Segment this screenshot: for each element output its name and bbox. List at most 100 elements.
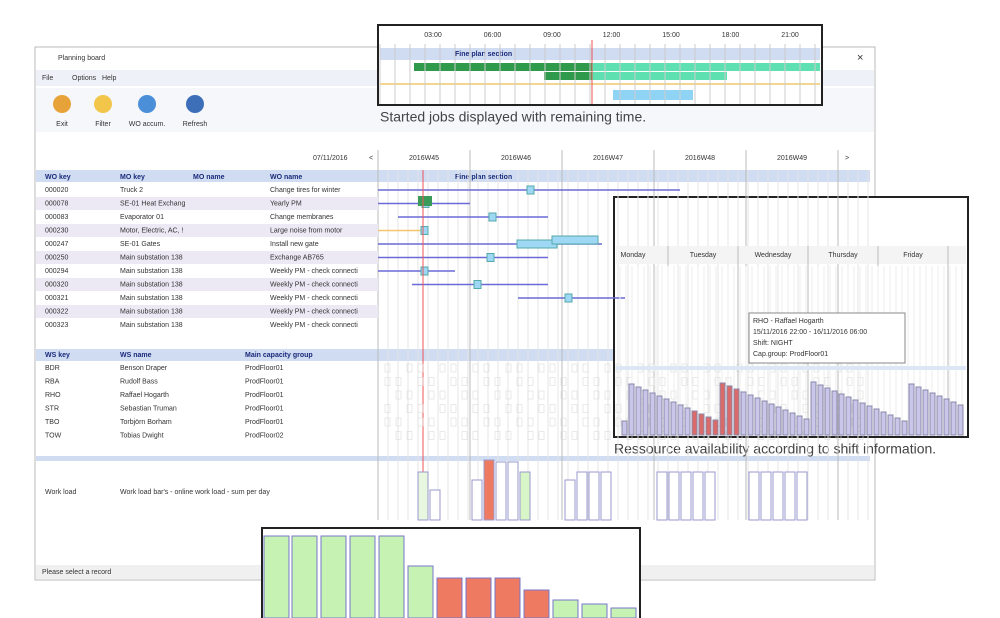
capacity-bar [817,384,824,436]
capacity-bar [670,401,677,436]
cell[interactable]: 000250 [45,254,68,261]
capacity-bar [621,420,628,436]
shift-slot [417,377,424,386]
cell[interactable]: Evaporator 01 [120,214,164,221]
shift-slot [582,404,589,413]
cell[interactable]: 000230 [45,227,68,234]
toolbar-label[interactable]: Exit [56,121,68,128]
job-marker [473,280,482,289]
nav-button[interactable]: > [845,155,849,162]
menu-item[interactable]: Help [102,75,117,82]
toolbar-icon[interactable] [53,95,71,113]
callout-right-caption: Ressource availability according to shif… [614,441,936,457]
cell[interactable]: SE-01 Gates [120,241,161,248]
cell[interactable]: RBA [45,378,60,385]
job-bar [613,90,693,100]
cell[interactable]: ProdFloor01 [245,392,284,399]
cell[interactable]: ProdFloor01 [245,365,284,372]
capacity-bar [894,417,901,436]
cell[interactable]: BDR [45,365,60,372]
shift-slot [516,363,523,373]
nav-button[interactable]: < [369,155,373,162]
tooltip-line: Shift: NIGHT [753,340,793,347]
shift-slot [461,390,468,400]
cell[interactable]: ProdFloor01 [245,378,284,385]
cell[interactable]: 000083 [45,214,68,221]
column-header: WS name [120,352,152,359]
cell[interactable]: Install new gate [270,241,319,248]
toolbar-label[interactable]: Filter [95,121,111,128]
cell[interactable]: Main substation 138 [120,295,183,302]
cell[interactable]: Yearly PM [270,200,302,207]
cell[interactable]: ProdFloor01 [245,405,284,412]
shift-slot [516,404,523,413]
cell[interactable]: Weekly PM - check connecti [270,268,358,275]
cell[interactable]: 000323 [45,322,68,329]
shift-slot [505,431,512,440]
cell[interactable]: Torbjörn Borham [120,419,172,426]
cell[interactable]: Main substation 138 [120,268,183,275]
capacity-bar [803,418,810,436]
cell[interactable]: Sebastian Truman [120,405,177,412]
close-button[interactable]: × [857,52,863,64]
shift-slot [395,417,402,427]
cell[interactable]: Tobias Dwight [120,432,164,439]
cell[interactable]: Rudolf Bass [120,378,158,385]
toolbar-icon[interactable] [186,95,204,113]
job-marker [486,253,495,262]
cell[interactable]: RHO [45,392,61,399]
cell[interactable]: ProdFloor01 [245,419,284,426]
capacity-bar [726,385,733,436]
workload-bar [600,471,612,521]
cell[interactable]: Change membranes [270,214,334,221]
workload-bar [588,471,600,521]
cell[interactable]: TOW [45,432,62,439]
cell[interactable]: Weekly PM - check connecti [270,308,358,315]
cell[interactable]: 000321 [45,295,68,302]
cell[interactable]: Motor, Electric, AC, ! [120,227,183,234]
cell[interactable]: Main substation 138 [120,254,183,261]
cell[interactable]: SE-01 Heat Exchang [120,200,185,207]
job-marker [420,266,429,276]
cell[interactable]: Weekly PM - check connecti [270,322,358,329]
capacity-bar [880,411,887,436]
workload-bar [581,603,608,618]
capacity-bar [852,399,859,436]
shift-slot [483,363,490,373]
cell[interactable]: 000078 [45,200,68,207]
toolbar-icon[interactable] [138,95,156,113]
cell[interactable]: Main substation 138 [120,308,183,315]
cell[interactable]: TBO [45,419,60,426]
cell[interactable]: 000322 [45,308,68,315]
menu-item[interactable]: File [42,75,53,82]
cell[interactable]: Raffael Hogarth [120,392,169,399]
cell[interactable]: Main substation 138 [120,322,183,329]
toolbar-label[interactable]: WO accum. [129,121,166,128]
shift-slot [516,377,523,386]
cell[interactable]: 000247 [45,241,68,248]
toolbar-icon[interactable] [94,95,112,113]
cell[interactable]: Main substation 138 [120,281,183,288]
cell[interactable]: Benson Draper [120,365,168,372]
cell[interactable]: Weekly PM - check connecti [270,281,358,288]
hour-label: 03:00 [424,32,442,39]
job-marker [418,196,432,206]
cell[interactable]: Large noise from motor [270,227,343,234]
capacity-bar [628,383,635,436]
cell[interactable]: Change tires for winter [270,187,341,194]
cell[interactable]: STR [45,405,59,412]
cell[interactable]: ProdFloor02 [245,432,284,439]
menu-item[interactable]: Options [72,75,97,82]
cell[interactable]: Truck 2 [120,187,143,194]
capacity-bar [838,393,845,436]
capacity-bar [957,404,964,436]
cell[interactable]: 000320 [45,281,68,288]
shift-slot [582,417,589,427]
cell[interactable]: 000294 [45,268,68,275]
hour-label: 15:00 [662,32,680,39]
toolbar-label[interactable]: Refresh [183,121,208,128]
cell[interactable]: Exchange AB765 [270,254,324,261]
cell[interactable]: Weekly PM - check connecti [270,295,358,302]
cell[interactable]: 000020 [45,187,68,194]
shift-slot [439,363,446,373]
